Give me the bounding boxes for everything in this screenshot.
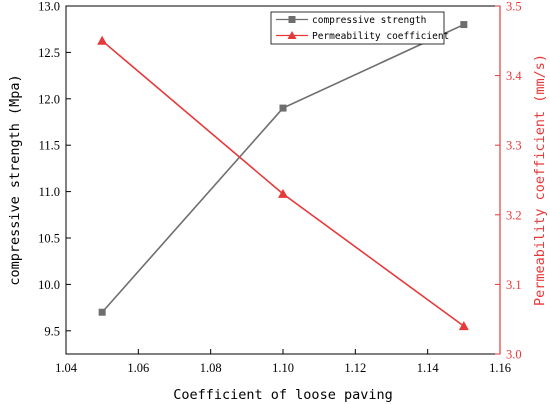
legend: compressive strength Permeability coeffi…	[270, 11, 449, 45]
left-tick-label: 12.5	[38, 46, 60, 60]
x-tick-label: 1.06	[127, 361, 149, 375]
right-y-axis-title: Permeability coefficient (mm/s)	[532, 54, 548, 306]
x-axis-title: Coefficient of loose paving	[173, 387, 392, 403]
right-tick-label: 3.3	[506, 139, 522, 153]
x-tick-label: 1.04	[55, 361, 78, 375]
left-tick-label: 12.0	[38, 92, 60, 106]
legend-box	[270, 11, 445, 45]
legend-marker-permeability-coefficient	[287, 31, 297, 39]
right-tick-label: 3.5	[506, 0, 522, 14]
data-point-permeability-coefficient	[278, 188, 288, 198]
right-tick-label: 3.4	[506, 69, 522, 83]
left-tick-label: 11.0	[39, 185, 60, 199]
left-y-axis: 9.5 10.0 10.5 11.0 11.5 12.0 12.5 13.0	[38, 0, 71, 338]
x-axis: 1.04 1.06 1.08 1.10 1.12 1.14 1.16	[55, 349, 511, 375]
legend-marker-compressive-strength	[288, 16, 296, 23]
data-point-compressive-strength	[460, 21, 468, 29]
data-point-compressive-strength	[98, 308, 106, 316]
right-tick-label: 3.0	[506, 348, 522, 362]
plot-frame	[65, 5, 501, 355]
right-y-axis: 3.0 3.1 3.2 3.3 3.4 3.5	[495, 0, 522, 362]
left-tick-label: 9.5	[44, 324, 60, 338]
left-tick-label: 10.5	[38, 232, 60, 246]
data-point-compressive-strength	[279, 104, 287, 112]
x-tick-label: 1.14	[417, 361, 440, 375]
left-y-axis-title: compressive strength (Mpa)	[7, 74, 23, 285]
data-point-permeability-coefficient	[458, 321, 469, 331]
x-tick-label: 1.16	[489, 361, 511, 375]
data-point-permeability-coefficient	[97, 35, 108, 45]
x-tick-label: 1.08	[200, 361, 222, 375]
x-tick-label: 1.12	[344, 361, 366, 375]
right-tick-label: 3.1	[506, 278, 522, 292]
x-tick-label: 1.10	[272, 361, 294, 375]
series-line-permeability-coefficient	[101, 40, 465, 327]
legend-label-permeability-coefficient: Permeability coefficient	[312, 31, 449, 42]
legend-label-compressive-strength: compressive strength	[312, 15, 426, 26]
series-layer	[97, 21, 469, 331]
left-tick-label: 11.5	[39, 139, 60, 153]
right-tick-label: 3.2	[506, 208, 522, 222]
series-line-compressive-strength	[101, 23, 465, 313]
left-tick-label: 13.0	[38, 0, 60, 14]
left-tick-label: 10.0	[38, 278, 60, 292]
